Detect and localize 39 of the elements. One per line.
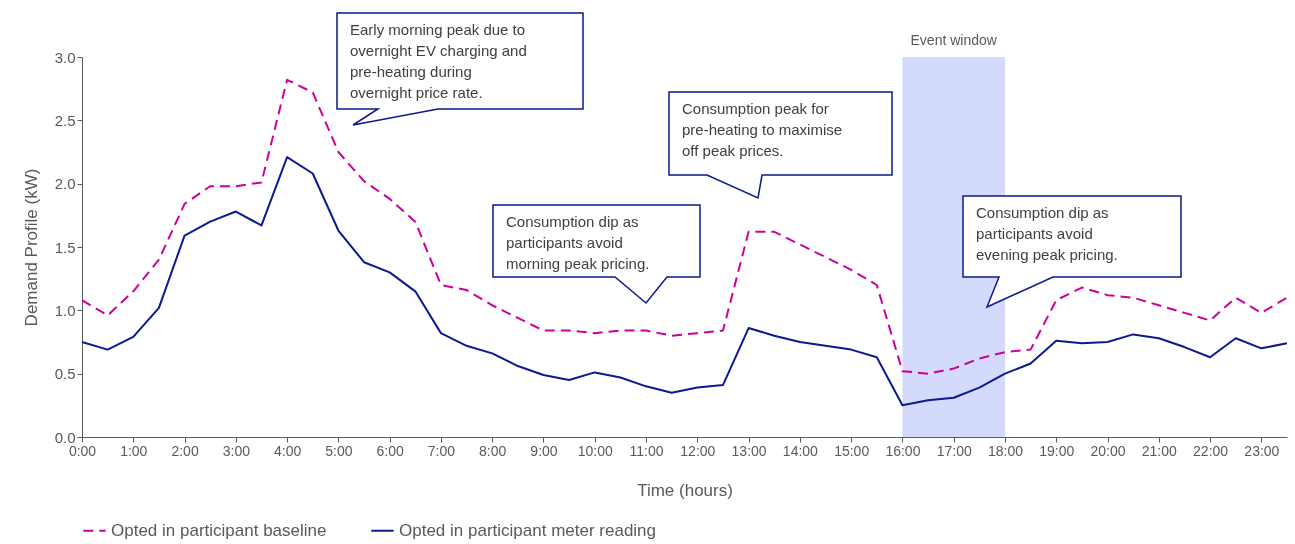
x-tick-label: 16:00 — [885, 442, 921, 459]
annotation: Early morning peak due to overnight EV charging and pre-heating during overnight price rate. — [350, 20, 528, 103]
x-tick-label: 14:00 — [782, 442, 819, 459]
band-label: Event window — [910, 32, 998, 48]
x-tick-label: 19:00 — [1039, 442, 1075, 459]
annotation: Consumption peak for pre-heating to maximise off peak prices. — [682, 99, 844, 161]
x-tick-label: 8:00 — [479, 442, 507, 459]
x-tick-label: 7:00 — [427, 442, 456, 459]
y-tick-label: 0.5 — [54, 365, 76, 383]
x-tick-label: 2:00 — [171, 442, 199, 459]
x-tick-label: 10:00 — [577, 442, 613, 459]
x-tick-label: 6:00 — [376, 442, 404, 459]
x-tick-label: 17:00 — [936, 442, 972, 459]
y-tick-label: 2.0 — [54, 175, 76, 193]
y-tick-label: 3.0 — [54, 48, 76, 66]
x-tick-label: 9:00 — [530, 442, 558, 459]
y-axis-title: Demand Profile (kW) — [21, 168, 41, 327]
x-tick-label: 11:00 — [629, 442, 664, 459]
y-tick-label: 1.5 — [54, 238, 76, 256]
y-tick-label: 1.0 — [54, 301, 76, 319]
x-tick-label: 12:00 — [680, 442, 716, 459]
x-tick-label: 1:00 — [120, 442, 148, 459]
legend-label: Opted in participant baseline — [111, 520, 327, 540]
x-tick-label: 21:00 — [1141, 442, 1178, 459]
x-tick-label: 18:00 — [987, 442, 1024, 459]
y-tick-label: 2.5 — [54, 111, 76, 129]
x-tick-label: 22:00 — [1193, 442, 1229, 459]
legend-label: Opted in participant meter reading — [399, 520, 657, 540]
x-tick-label: 3:00 — [222, 442, 251, 459]
x-tick-label: 20:00 — [1090, 442, 1126, 459]
x-tick-label: 15:00 — [834, 442, 870, 459]
annotation: Consumption dip as participants avoid morning peak pricing. — [506, 212, 651, 274]
annotation: Consumption dip as participants avoid evening peak pricing. — [976, 203, 1119, 265]
x-tick-label: 13:00 — [731, 442, 767, 459]
x-tick-label: 5:00 — [325, 442, 353, 459]
x-tick-label: 23:00 — [1244, 442, 1280, 459]
line-series — [81, 78, 1288, 375]
x-axis-title: Time (hours) — [637, 480, 733, 500]
x-tick-label: 4:00 — [273, 442, 302, 459]
